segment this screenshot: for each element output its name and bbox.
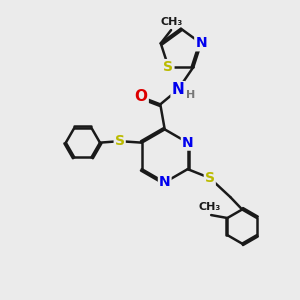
Text: CH₃: CH₃: [160, 16, 182, 27]
Text: N: N: [195, 36, 207, 50]
Text: S: S: [164, 60, 173, 74]
Text: H: H: [186, 90, 195, 100]
Text: CH₃: CH₃: [199, 202, 221, 212]
Text: N: N: [172, 82, 184, 97]
Text: N: N: [182, 136, 194, 150]
Text: S: S: [115, 134, 125, 148]
Text: O: O: [135, 89, 148, 104]
Text: N: N: [159, 176, 170, 189]
Text: S: S: [205, 171, 215, 185]
